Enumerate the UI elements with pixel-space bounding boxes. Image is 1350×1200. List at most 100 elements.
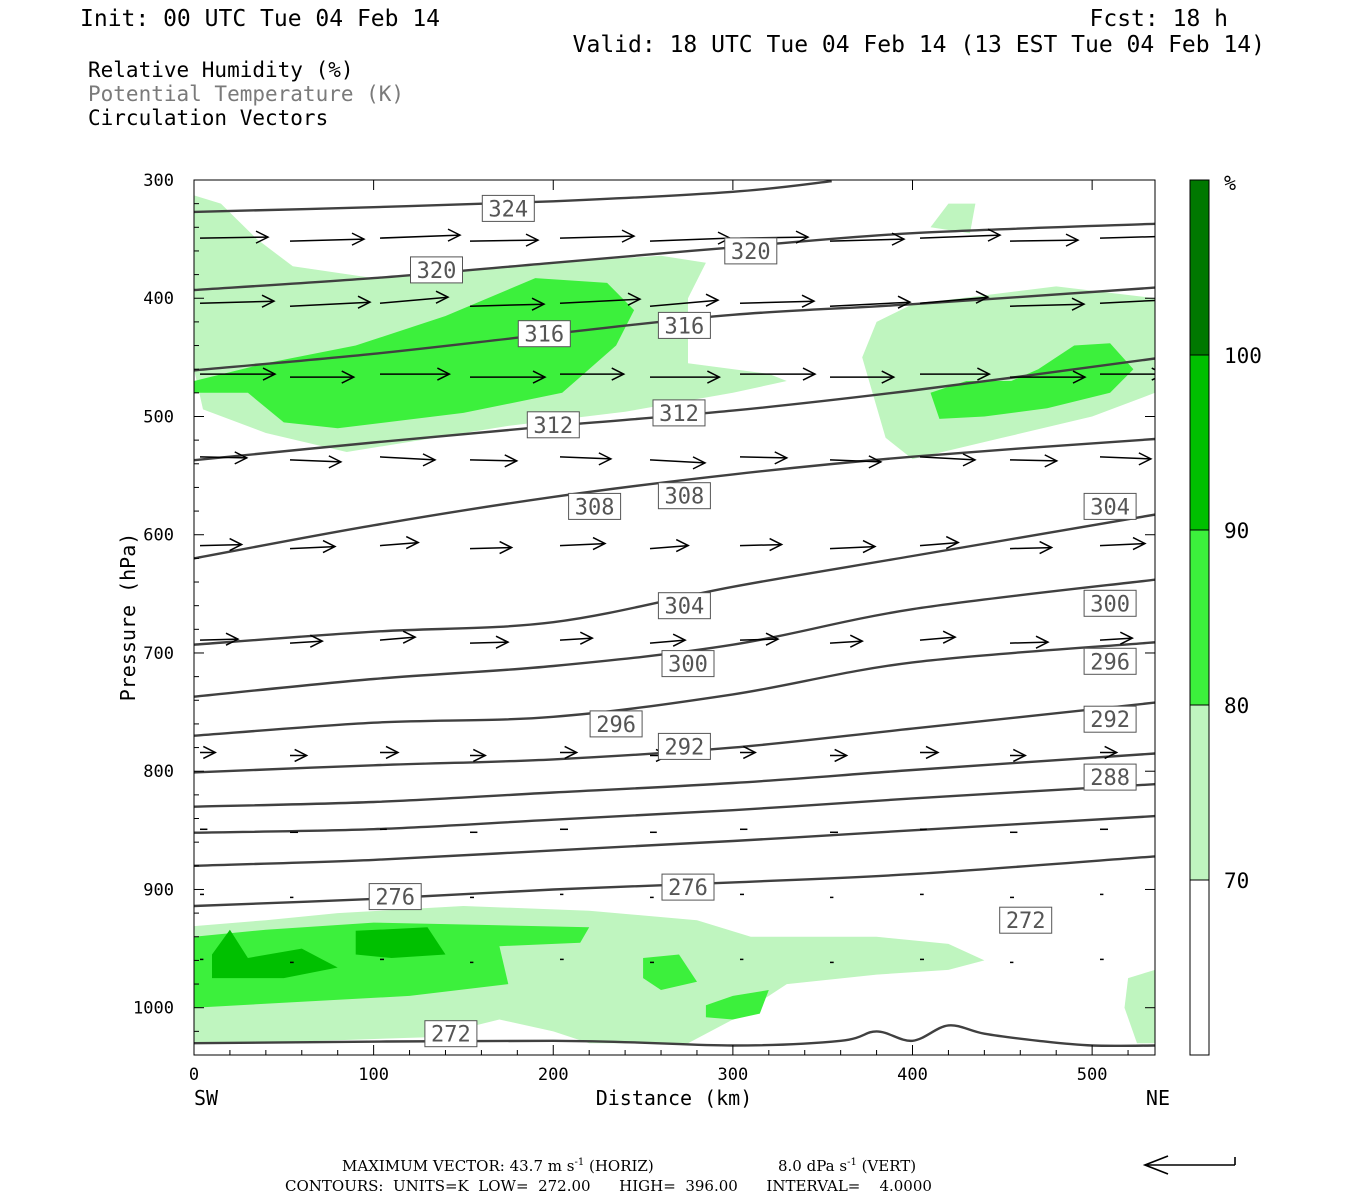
circulation-vector [919,535,960,550]
circulation-vector [740,745,757,760]
theta-label-276-0: 276 [375,886,415,911]
circulation-vector [199,294,276,308]
x-axis-label: Distance (km) [596,1086,753,1110]
valid-time: Valid: 18 UTC Tue 04 Feb 14 (13 EST Tue … [573,32,1265,58]
circulation-vector [919,290,990,304]
circulation-vector [649,538,690,553]
theta-label-box-308-1 [657,482,711,510]
circulation-vector [1009,454,1059,468]
circulation-vector [1009,233,1080,247]
circulation-vector [739,632,780,646]
theta-contour-272 [194,1024,1155,1048]
theta-contour-304 [194,513,1155,646]
contours-info: CONTOURS: UNITS=K LOW= 272.00 HIGH= 396.… [285,1177,932,1195]
y-tick-label: 300 [143,171,174,191]
circulation-vector [560,367,626,381]
theta-label-300-0: 300 [668,653,708,678]
circulation-vector [469,454,519,468]
circulation-vector [470,748,487,763]
colorbar-label-90: 90 [1224,519,1249,543]
circulation-vector [469,297,546,311]
theta-contour-308 [194,437,1155,560]
circulation-vector [739,451,789,465]
theta-contour-layer [194,180,1155,1048]
circulation-vector [739,537,784,552]
circulation-vector [1100,745,1119,760]
theta-label-box-320-0 [410,256,463,284]
circulation-vector [469,233,540,247]
axis-layer: 0 100 200 300 400 500 300 400 500 600 700 800 900 100… [133,171,1155,1085]
theta-label-296-1: 296 [1090,650,1130,675]
theta-label-box-292-0 [657,732,711,760]
theta-label-312-1: 312 [659,402,699,427]
x-tick-label: 0 [189,1065,199,1085]
theta-contour-300 [194,578,1155,698]
y-tick-label: 1000 [133,999,174,1019]
theta-label-288-0: 288 [1090,766,1130,791]
circulation-vector [200,745,217,760]
theta-label-292-0: 292 [665,735,705,760]
circulation-vector [1010,748,1027,763]
x-left-end-label: SW [194,1086,219,1110]
theta-label-320-0: 320 [417,259,457,284]
circulation-vector [1009,297,1086,311]
circulation-vector [919,453,977,467]
circulation-vector [1009,635,1050,649]
theta-label-272-0: 272 [431,1023,471,1048]
circulation-vector [649,293,720,307]
circulation-vector-layer [199,228,1155,964]
circulation-vector [289,539,337,554]
circulation-vector [199,230,270,244]
circulation-vector [469,540,514,555]
theta-label-box-300-0 [661,650,715,678]
init-time: Init: 00 UTC Tue 04 Feb 14 [80,6,440,32]
theta-label-308-1: 308 [665,485,705,510]
colorbar-band-1 [1190,705,1209,880]
circulation-vector [379,535,420,550]
rh-region-80-8 [643,954,697,990]
circulation-vector [649,633,687,647]
rh-region-80-6 [930,343,1134,419]
theta-label-box-272-0 [424,1020,478,1048]
circulation-vector [829,634,864,648]
circulation-vector [559,536,607,551]
x-tick-label: 200 [538,1065,569,1085]
colorbar-label-100: 100 [1224,344,1262,368]
y-tick-label: 500 [143,407,174,427]
circulation-vector [829,455,883,469]
y-tick-label: 600 [143,526,174,546]
circulation-vector [919,630,957,644]
legend-rh: Relative Humidity (%) [88,58,354,82]
circulation-vector [199,451,249,465]
circulation-vector [469,635,510,649]
circulation-vector [1099,235,1155,239]
y-axis-label: Pressure (hPa) [116,533,140,702]
circulation-vector [919,228,1002,242]
theta-contour-320 [194,222,1155,292]
theta-label-box-312-0 [526,411,580,439]
x-tick-label: 100 [358,1065,389,1085]
theta-label-316-0: 316 [524,323,564,348]
theta-contour-276 [194,855,1155,908]
theta-contour-284 [194,783,1155,834]
circulation-vector [1099,299,1155,304]
x-tick-label: 500 [1077,1065,1108,1085]
theta-label-box-308-0 [568,492,622,520]
theta-label-304-0: 304 [665,595,705,620]
theta-label-box-292-1 [1083,705,1137,733]
theta-contour-324 [194,180,832,214]
theta-label-box-296-1 [1083,647,1137,675]
theta-label-276-1: 276 [668,876,708,901]
max-vector-info: MAXIMUM VECTOR: 43.7 m s-1 (HORIZ) 8.0 dP… [342,1157,916,1175]
colorbar-band-0 [1190,880,1209,1055]
theta-label-box-276-0 [368,883,422,911]
circulation-vector [200,367,277,381]
circulation-vector [290,748,309,763]
circulation-vector [650,370,722,384]
circulation-vector [560,745,579,760]
circulation-vector [379,290,450,304]
theta-label-box-296-0 [589,710,643,738]
reference-vector-arrow [1142,1155,1236,1175]
theta-label-box-312-1 [652,399,706,427]
circulation-vector [380,367,452,381]
